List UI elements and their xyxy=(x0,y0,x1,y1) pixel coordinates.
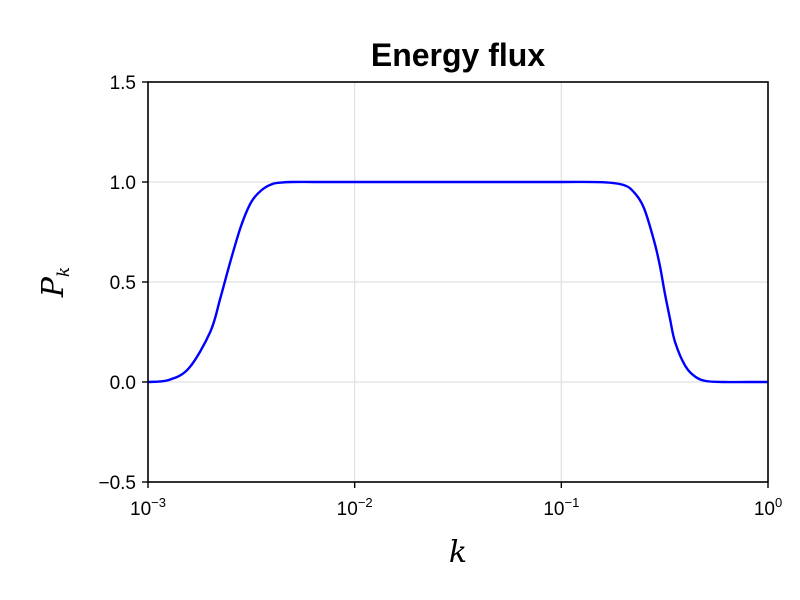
x-tick-label: 10−3 xyxy=(130,495,166,520)
x-tick-label: 10−1 xyxy=(543,495,579,520)
y-tick-label: 1.5 xyxy=(110,73,136,94)
grid-lines xyxy=(148,82,768,482)
svg-text:Pk: Pk xyxy=(36,267,74,299)
x-tick-label: 10−2 xyxy=(337,495,373,520)
y-tick-label: −0.5 xyxy=(98,473,136,494)
y-tick-label: 1.0 xyxy=(110,173,136,194)
chart-title: Energy flux xyxy=(371,37,545,73)
axis-ticks: 10−3 10−2 10−1 100 −0.5 0.0 0.5 1.0 1.5 xyxy=(98,73,782,520)
y-tick-label: 0.5 xyxy=(110,273,136,294)
series-line-energy-flux xyxy=(147,180,768,384)
y-axis-label-base: P xyxy=(36,276,71,298)
y-tick-label: 0.0 xyxy=(110,373,136,394)
x-tick-label: 100 xyxy=(754,495,782,520)
y-axis-label-sub: k xyxy=(54,267,74,277)
y-axis-label: Pk xyxy=(36,267,74,299)
x-axis-label: k xyxy=(449,535,467,570)
